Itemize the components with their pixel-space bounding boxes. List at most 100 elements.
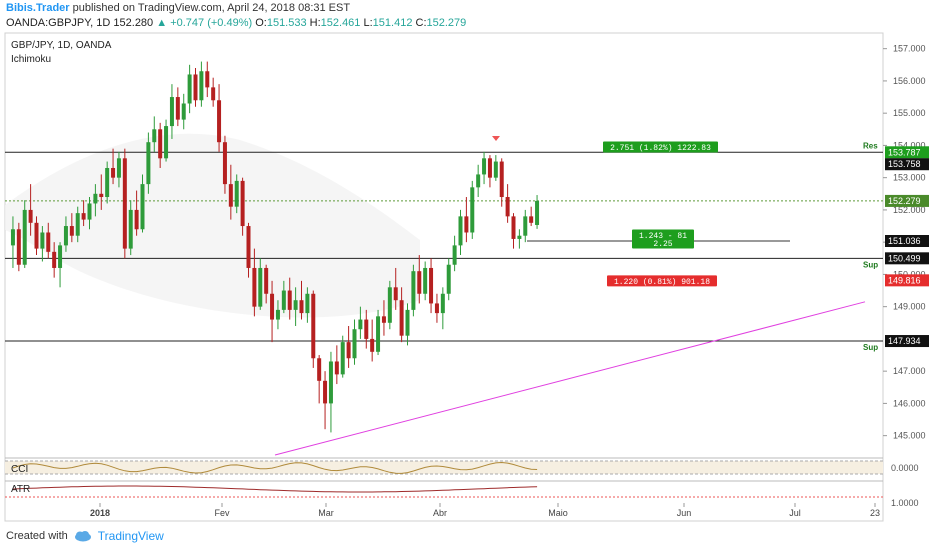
candle-body	[134, 209, 139, 230]
candle-body	[128, 209, 133, 249]
annotation-box	[607, 275, 717, 287]
last-price: 152.280	[113, 17, 154, 29]
candle-body	[93, 193, 98, 204]
candle-body	[411, 271, 416, 310]
y-tick-label: 155.000	[893, 108, 926, 118]
candle-body	[370, 338, 375, 352]
candle-body	[281, 290, 286, 310]
candle-body	[523, 216, 528, 236]
candle-body	[258, 267, 263, 307]
candle-body	[87, 203, 92, 220]
candle-body	[10, 229, 15, 246]
candle-body	[28, 209, 33, 223]
x-tick-label: Jul	[789, 508, 801, 518]
atr-label: ATR	[11, 484, 30, 495]
close-label: C:	[415, 17, 427, 29]
y-tick-label: 156.000	[893, 76, 926, 86]
low-value: 151.412	[372, 17, 413, 29]
candle-body	[517, 235, 522, 239]
up-arrow-icon: ▲	[156, 17, 168, 29]
candle-body	[405, 309, 410, 336]
x-tick-label: Abr	[433, 508, 447, 518]
candle-body	[222, 142, 227, 185]
author-link[interactable]: Bibis.Trader	[6, 2, 70, 14]
symbol-label: OANDA:GBPJPY, 1D	[6, 17, 111, 29]
cci-value: 0.0000	[891, 463, 919, 473]
candle-body	[393, 287, 398, 301]
level-label: Sup	[863, 260, 878, 269]
price-label-box	[885, 158, 929, 171]
created-with-text: Created with	[6, 530, 68, 542]
change-value: +0.747 (+0.49%)	[170, 17, 253, 29]
annotation-box	[603, 141, 718, 153]
candle-body	[111, 167, 116, 178]
candle-body	[376, 316, 381, 352]
price-label-box	[885, 146, 929, 159]
candle-body	[387, 287, 392, 323]
tradingview-link[interactable]: TradingView	[97, 529, 164, 543]
trend-line	[274, 301, 866, 456]
y-tick-label: 153.000	[893, 173, 926, 183]
x-tick-label: 2018	[90, 508, 110, 518]
candle-body	[175, 97, 180, 120]
price-label-box	[885, 274, 929, 287]
candle-body	[234, 180, 239, 207]
candle-body	[529, 216, 534, 223]
price-label-box	[885, 194, 929, 207]
candle-body	[417, 271, 422, 294]
x-tick-label: Mar	[318, 508, 334, 518]
candle-body	[346, 342, 351, 359]
chart-svg[interactable]: 157.000 156.000 155.000 154.000 153.000 152.0…	[0, 0, 932, 528]
candle-body	[34, 222, 39, 249]
annotation-text: 2.751 (1.82%) 1222.83	[610, 144, 711, 153]
candle-body	[246, 226, 251, 268]
candle-body	[205, 71, 210, 88]
tradingview-logo-icon	[74, 531, 91, 542]
publish-text: published on TradingView.com, April 24, …	[72, 2, 351, 14]
candle-body	[505, 197, 510, 217]
candle-body	[81, 213, 86, 220]
candle-body	[275, 309, 280, 320]
candle-body	[164, 126, 169, 159]
candle-body	[169, 97, 174, 127]
candle-body	[99, 193, 104, 198]
candle-body	[16, 229, 21, 265]
candle-body	[264, 267, 269, 294]
candle-body	[381, 316, 386, 323]
candle-body	[328, 361, 333, 404]
legend-indicator: Ichimoku	[11, 54, 51, 65]
candle-body	[152, 129, 157, 143]
candle-body	[228, 184, 233, 207]
candle-body	[75, 213, 80, 236]
candle-body	[358, 319, 363, 330]
candle-body	[446, 264, 451, 294]
price-label-box	[885, 235, 929, 248]
candle-body	[364, 319, 369, 339]
cci-label: CCI	[11, 464, 28, 475]
candle-body	[217, 100, 222, 143]
candle-body	[423, 267, 428, 294]
candle-body	[317, 358, 322, 381]
candle-body	[535, 200, 540, 225]
candle-body	[146, 142, 151, 185]
candle-body	[334, 361, 339, 375]
y-tick-label: 154.000	[893, 140, 926, 150]
candle-body	[476, 174, 481, 188]
candle-body	[252, 267, 257, 307]
candle-body	[270, 293, 275, 320]
candle-body	[40, 232, 45, 249]
candle-body	[52, 251, 57, 268]
price-label-text: 147.934	[888, 336, 921, 346]
level-label: Sup	[863, 343, 878, 352]
candle-body	[69, 226, 74, 236]
candle-body	[211, 87, 216, 101]
atr-value: 1.0000	[891, 498, 919, 508]
candle-body	[116, 158, 121, 178]
candle-body	[399, 300, 404, 336]
candle-body	[181, 103, 186, 120]
candle-body	[499, 161, 504, 198]
annotation-box	[632, 229, 694, 249]
price-label-text: 152.279	[888, 196, 921, 206]
atr-line	[12, 485, 538, 493]
open-value: 151.533	[266, 17, 307, 29]
